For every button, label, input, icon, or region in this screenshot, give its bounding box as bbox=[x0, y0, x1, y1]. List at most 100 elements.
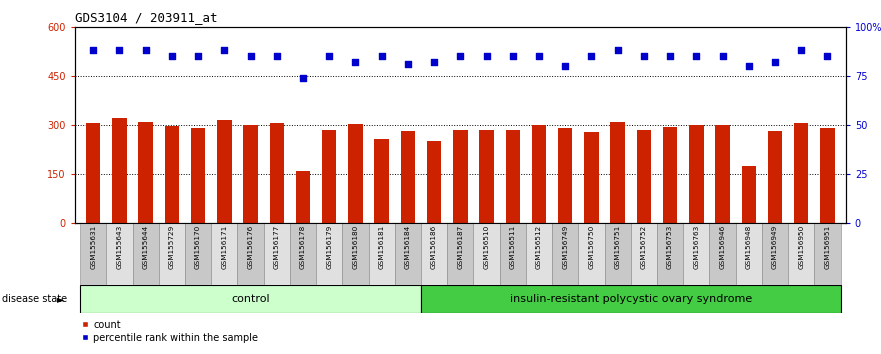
Point bbox=[532, 53, 546, 59]
Bar bbox=[427, 141, 441, 223]
Point bbox=[427, 59, 441, 65]
Bar bbox=[290, 223, 316, 285]
Text: GSM156510: GSM156510 bbox=[484, 225, 490, 269]
Bar bbox=[742, 166, 756, 223]
Point bbox=[611, 47, 625, 53]
Point bbox=[218, 47, 232, 53]
Text: GSM156187: GSM156187 bbox=[457, 225, 463, 269]
Text: GSM156948: GSM156948 bbox=[745, 225, 751, 269]
Text: control: control bbox=[231, 294, 270, 304]
Point bbox=[794, 47, 808, 53]
Bar bbox=[348, 124, 363, 223]
Bar bbox=[343, 223, 368, 285]
Bar bbox=[506, 130, 520, 223]
Point bbox=[138, 47, 152, 53]
Point bbox=[401, 61, 415, 67]
Bar bbox=[631, 223, 657, 285]
Text: GSM156179: GSM156179 bbox=[326, 225, 332, 269]
Point bbox=[454, 53, 468, 59]
Bar bbox=[395, 223, 421, 285]
Text: GSM156181: GSM156181 bbox=[379, 225, 385, 269]
Bar bbox=[657, 223, 683, 285]
Bar bbox=[689, 125, 704, 223]
Text: GSM156749: GSM156749 bbox=[562, 225, 568, 269]
Point bbox=[584, 53, 598, 59]
Point bbox=[559, 63, 573, 69]
Bar bbox=[322, 130, 337, 223]
Point bbox=[113, 47, 127, 53]
Bar bbox=[296, 171, 310, 223]
Text: GSM155643: GSM155643 bbox=[116, 225, 122, 269]
Text: GSM155729: GSM155729 bbox=[169, 225, 175, 269]
Bar bbox=[767, 131, 782, 223]
Text: GSM156170: GSM156170 bbox=[195, 225, 201, 269]
Point bbox=[322, 53, 337, 59]
Text: GSM156949: GSM156949 bbox=[772, 225, 778, 269]
Bar bbox=[401, 131, 415, 223]
Text: GSM155631: GSM155631 bbox=[90, 225, 96, 269]
Bar bbox=[736, 223, 762, 285]
Point bbox=[820, 53, 834, 59]
Text: GSM156753: GSM156753 bbox=[667, 225, 673, 269]
Text: GSM156512: GSM156512 bbox=[536, 225, 542, 269]
Text: disease state: disease state bbox=[2, 294, 67, 304]
Bar bbox=[762, 223, 788, 285]
Bar bbox=[243, 125, 258, 223]
Bar bbox=[86, 123, 100, 223]
Bar bbox=[552, 223, 578, 285]
Text: insulin-resistant polycystic ovary syndrome: insulin-resistant polycystic ovary syndr… bbox=[509, 294, 751, 304]
Text: GSM156171: GSM156171 bbox=[221, 225, 227, 269]
Bar bbox=[473, 223, 500, 285]
Bar bbox=[159, 223, 185, 285]
Bar bbox=[107, 223, 132, 285]
Bar bbox=[368, 223, 395, 285]
Bar bbox=[132, 223, 159, 285]
Bar bbox=[185, 223, 211, 285]
Bar bbox=[526, 223, 552, 285]
Bar bbox=[453, 130, 468, 223]
Bar bbox=[374, 138, 389, 223]
Point bbox=[191, 53, 205, 59]
Text: GSM156511: GSM156511 bbox=[510, 225, 515, 269]
Bar bbox=[637, 130, 651, 223]
Point bbox=[348, 59, 362, 65]
Point bbox=[768, 59, 782, 65]
Text: GSM156750: GSM156750 bbox=[589, 225, 595, 269]
Point bbox=[86, 47, 100, 53]
Bar bbox=[578, 223, 604, 285]
Bar bbox=[683, 223, 709, 285]
Text: GSM156946: GSM156946 bbox=[720, 225, 726, 269]
Bar bbox=[263, 223, 290, 285]
Bar bbox=[479, 130, 493, 223]
Text: GSM156176: GSM156176 bbox=[248, 225, 254, 269]
Text: GSM156751: GSM156751 bbox=[615, 225, 620, 269]
Point bbox=[374, 53, 389, 59]
Bar bbox=[558, 128, 573, 223]
Bar bbox=[211, 223, 238, 285]
Point bbox=[165, 53, 179, 59]
Text: GSM156178: GSM156178 bbox=[300, 225, 306, 269]
Text: GSM156184: GSM156184 bbox=[405, 225, 411, 269]
Point bbox=[479, 53, 493, 59]
Bar bbox=[138, 121, 153, 223]
Point bbox=[689, 53, 703, 59]
Text: GSM156763: GSM156763 bbox=[693, 225, 700, 269]
Bar bbox=[316, 223, 343, 285]
Bar bbox=[421, 285, 840, 313]
Point bbox=[715, 53, 729, 59]
Point bbox=[637, 53, 651, 59]
Bar bbox=[663, 127, 677, 223]
Text: ►: ► bbox=[56, 294, 64, 304]
Bar bbox=[217, 120, 232, 223]
Bar bbox=[611, 121, 625, 223]
Bar bbox=[715, 125, 729, 223]
Text: GSM156951: GSM156951 bbox=[825, 225, 831, 269]
Bar bbox=[820, 128, 834, 223]
Text: GSM156177: GSM156177 bbox=[274, 225, 280, 269]
Point bbox=[506, 53, 520, 59]
Text: GSM156186: GSM156186 bbox=[431, 225, 437, 269]
Bar bbox=[80, 223, 107, 285]
Point bbox=[243, 53, 257, 59]
Text: GSM156752: GSM156752 bbox=[640, 225, 647, 269]
Bar bbox=[80, 285, 421, 313]
